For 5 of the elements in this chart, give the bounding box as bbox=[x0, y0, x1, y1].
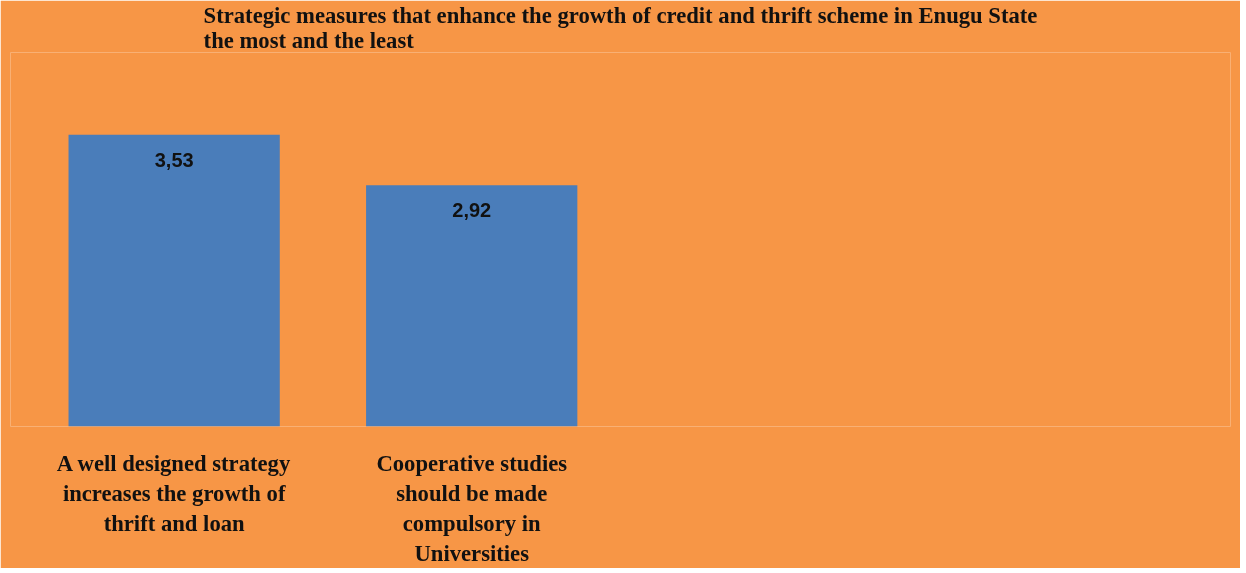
x-tick-label: A well designed strategy increases the growth of thrift and loan bbox=[56, 450, 291, 536]
x-tick-label: Cooperative studies should be made compulsory in Universities bbox=[376, 450, 568, 566]
data-label: 2,92 bbox=[452, 199, 492, 222]
chart-title: Strategic measures that enhance the growth of credit and thrift scheme in Enugu State the most and the least bbox=[203, 2, 1038, 53]
data-label: 3,53 bbox=[154, 148, 194, 171]
